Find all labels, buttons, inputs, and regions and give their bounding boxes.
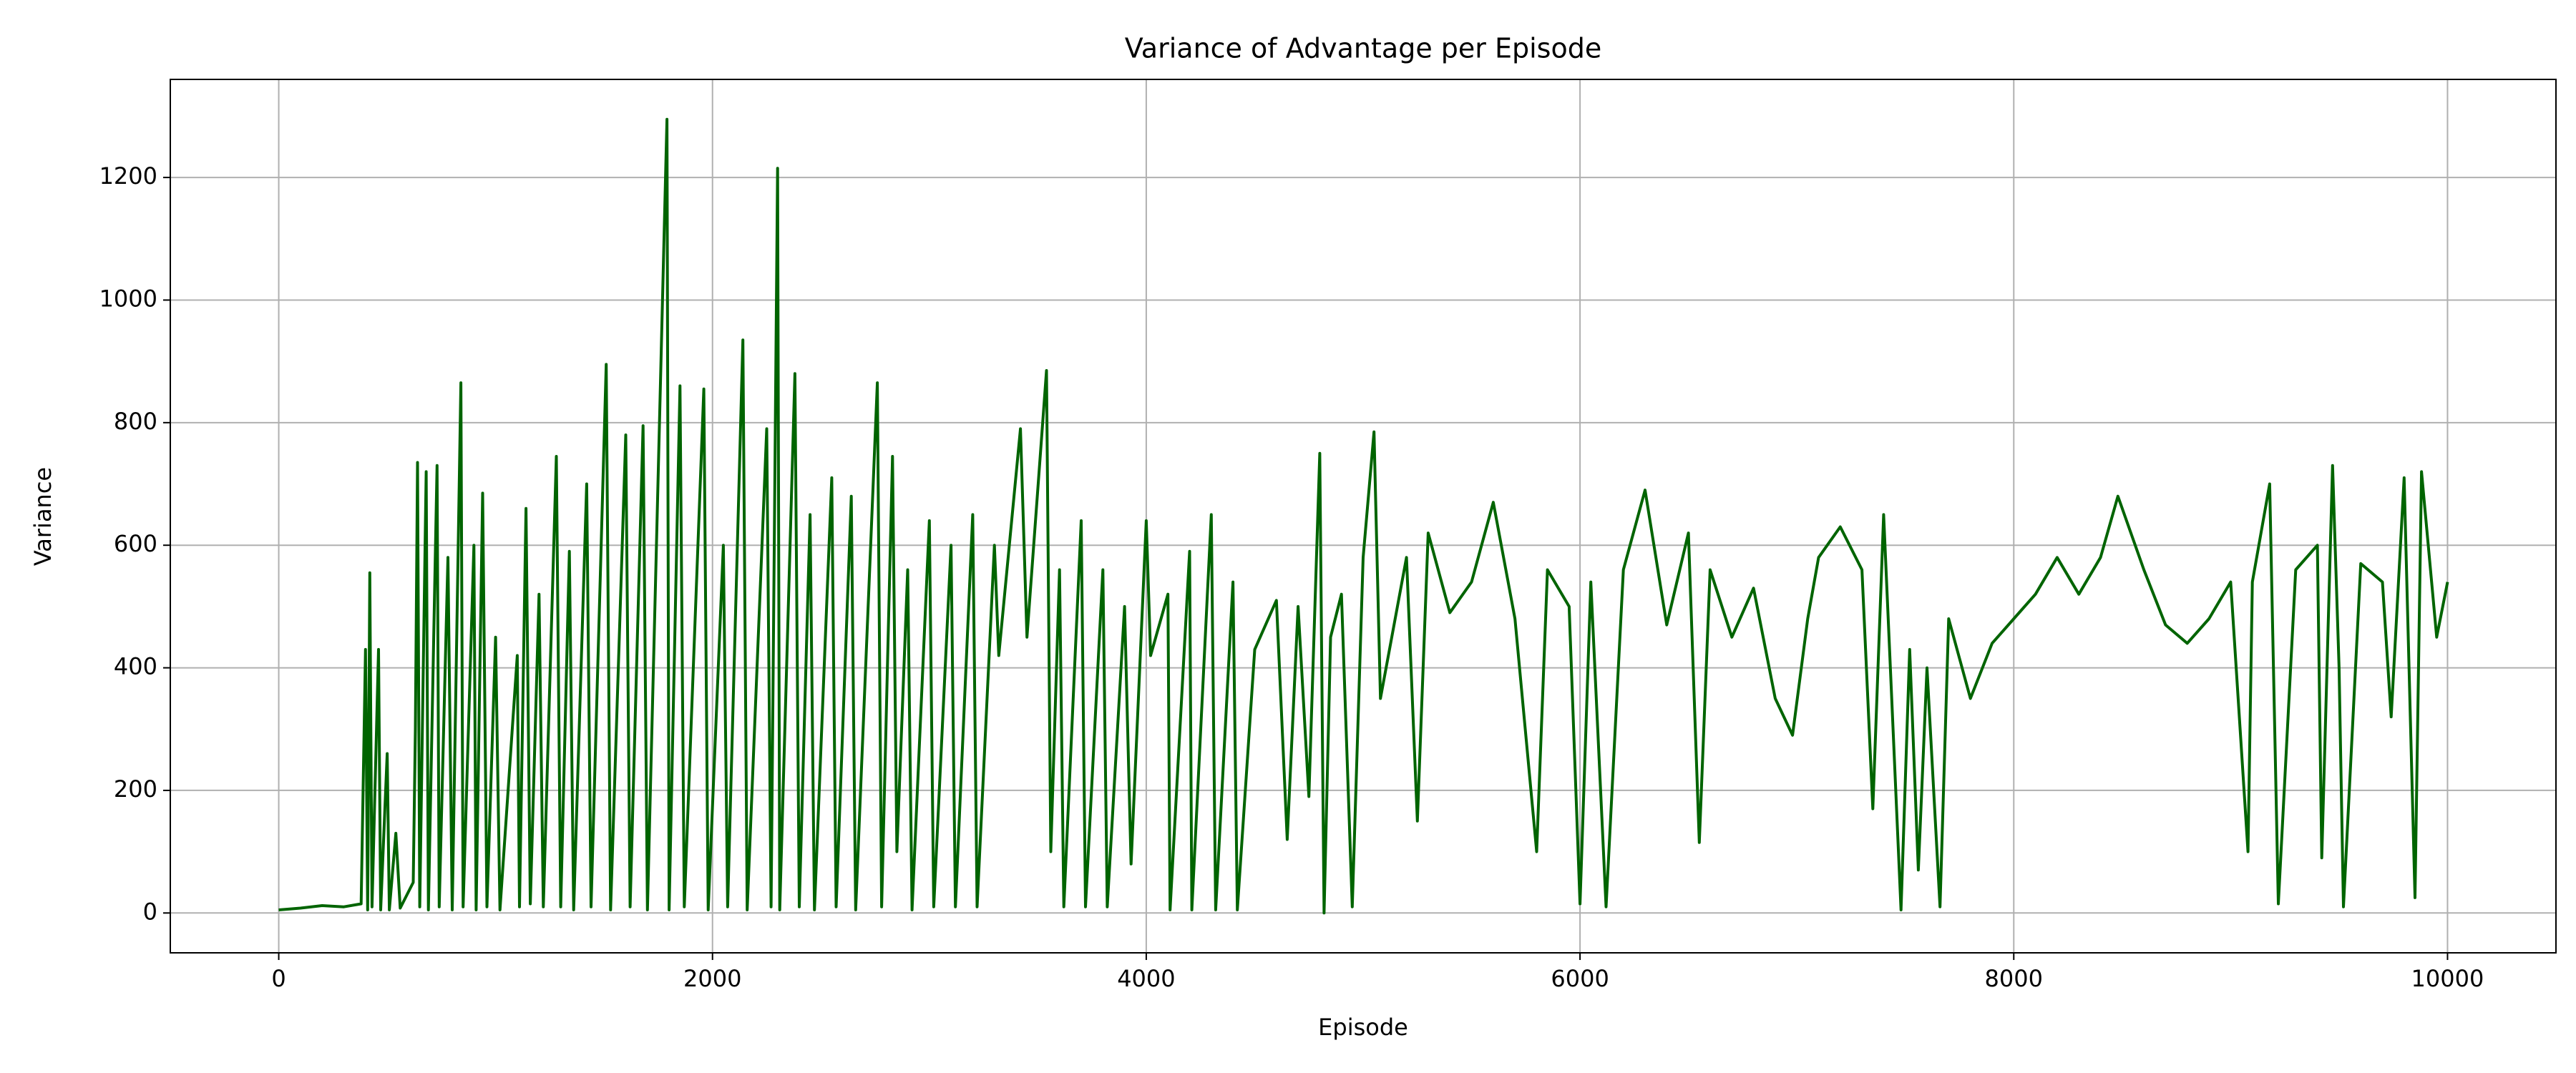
y-tick-label: 400 <box>114 653 157 680</box>
plot-frame <box>170 79 2557 954</box>
x-tick-label: 0 <box>271 965 286 992</box>
x-tick-label: 8000 <box>1985 965 2043 992</box>
y-axis-label: Variance <box>29 467 57 566</box>
y-tick-label: 1000 <box>99 285 157 312</box>
y-tick-label: 800 <box>114 408 157 435</box>
y-tick-label: 600 <box>114 530 157 557</box>
x-axis-label: Episode <box>1318 1014 1408 1041</box>
x-tick-label: 4000 <box>1117 965 1175 992</box>
y-tick-label: 0 <box>143 898 157 925</box>
y-tick-label: 1200 <box>99 162 157 190</box>
x-tick-label: 2000 <box>683 965 741 992</box>
y-tick-label: 200 <box>114 775 157 803</box>
x-tick-label: 10000 <box>2411 965 2484 992</box>
chart-title: Variance of Advantage per Episode <box>1125 33 1601 64</box>
x-tick-label: 6000 <box>1551 965 1609 992</box>
data-line <box>278 117 2449 915</box>
